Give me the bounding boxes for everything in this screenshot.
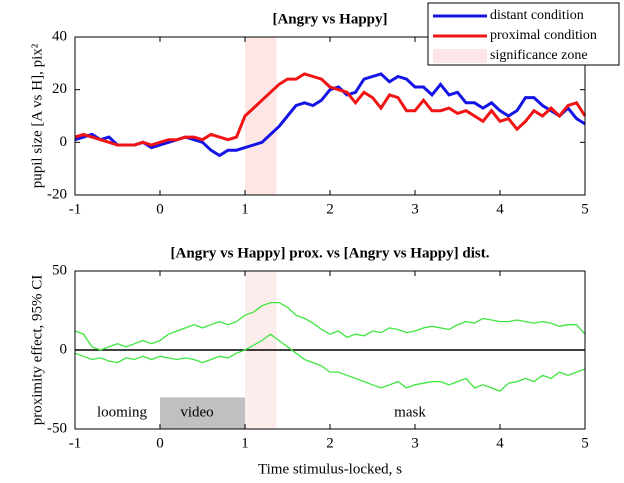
legend-swatch [433, 49, 487, 63]
x-tick-label: 4 [496, 201, 504, 217]
x-tick-label: 5 [581, 435, 589, 451]
chart-title: [Angry vs Happy] [272, 11, 387, 27]
x-tick-label: 4 [496, 435, 504, 451]
series-line [74, 333, 586, 392]
y-tick-label: 40 [52, 28, 67, 44]
x-tick-label: 1 [241, 201, 249, 217]
y-axis-label: pupil size [A vs H], pix² [29, 43, 45, 188]
x-tick-label: -1 [69, 201, 82, 217]
x-axis-label: Time stimulus-locked, s [258, 461, 402, 477]
y-axis-label: proximity effect, 95% CI [29, 275, 45, 426]
phase-label: mask [394, 404, 426, 420]
x-tick-label: 0 [156, 435, 164, 451]
x-tick-label: 2 [326, 435, 334, 451]
y-tick-label: -20 [47, 186, 67, 202]
significance-zone [245, 37, 277, 195]
x-tick-label: 3 [411, 201, 419, 217]
x-tick-label: 1 [241, 435, 249, 451]
phase-label: looming [97, 404, 148, 420]
y-tick-label: 20 [52, 81, 67, 97]
y-tick-label: -50 [47, 420, 67, 436]
x-tick-label: 0 [156, 201, 164, 217]
x-tick-label: -1 [69, 435, 82, 451]
series-line [74, 72, 587, 147]
phase-label: video [180, 404, 213, 420]
y-tick-label: 0 [60, 134, 68, 150]
legend-label: significance zone [490, 48, 588, 63]
series-line [74, 72, 586, 158]
x-tick-label: 5 [581, 201, 589, 217]
y-tick-label: 50 [52, 262, 67, 278]
x-tick-label: 3 [411, 435, 419, 451]
video-region [160, 397, 245, 429]
y-tick-label: 0 [60, 341, 68, 357]
legend-label: proximal condition [490, 28, 597, 43]
x-tick-label: 2 [326, 201, 334, 217]
series-line [74, 301, 586, 351]
legend-label: distant condition [490, 8, 584, 23]
chart-title: [Angry vs Happy] prox. vs [Angry vs Happ… [171, 245, 490, 261]
